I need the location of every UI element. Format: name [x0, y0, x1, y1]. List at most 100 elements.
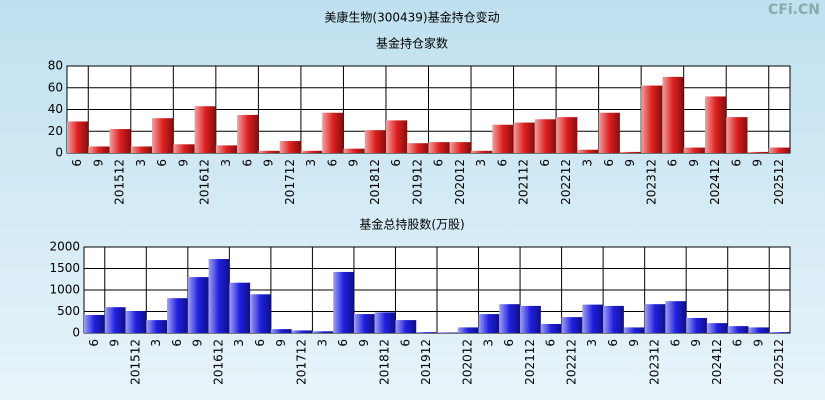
bar — [513, 122, 535, 153]
bar — [726, 117, 748, 153]
bar — [768, 147, 790, 153]
x-tick-label: 201912 — [410, 159, 424, 205]
x-tick-label: 9 — [751, 339, 765, 347]
y-tick-label: 0 — [55, 146, 63, 160]
chart-title: 基金总持股数(万股) — [359, 217, 464, 232]
x-tick-label: 9 — [687, 159, 701, 167]
x-tick-label: 9 — [623, 159, 637, 167]
x-tick-label: 202512 — [772, 159, 786, 205]
y-tick-label: 1000 — [49, 283, 80, 297]
bar — [322, 112, 344, 153]
bar — [279, 141, 301, 153]
x-tick-label: 9 — [357, 339, 371, 347]
x-tick-label: 6 — [729, 159, 743, 167]
bar — [603, 305, 624, 333]
bar — [67, 121, 89, 153]
bar — [291, 330, 313, 333]
x-tick-label: 3 — [232, 339, 246, 347]
x-tick-label: 3 — [315, 339, 329, 347]
x-tick-label: 202312 — [648, 339, 662, 385]
bar — [561, 317, 583, 333]
y-tick-label: 20 — [48, 124, 63, 138]
bar — [194, 106, 216, 153]
x-tick-label: 9 — [751, 159, 765, 167]
bar — [577, 149, 599, 153]
x-tick-label: 6 — [170, 339, 184, 347]
x-tick-label: 202112 — [523, 339, 537, 385]
x-tick-label: 6 — [666, 159, 680, 167]
x-tick-label: 3 — [304, 159, 318, 167]
x-tick-label: 202312 — [644, 159, 658, 205]
bar — [641, 85, 663, 153]
x-tick-label: 6 — [87, 339, 101, 347]
bar — [683, 147, 705, 153]
x-tick-label: 6 — [538, 159, 552, 167]
x-tick-label: 3 — [474, 159, 488, 167]
bar — [727, 326, 749, 333]
x-tick-label: 202012 — [461, 339, 475, 385]
bar — [769, 332, 790, 333]
x-tick-label: 201812 — [378, 339, 392, 385]
x-tick-label: 201512 — [128, 339, 142, 385]
x-tick-label: 202412 — [710, 339, 724, 385]
x-tick-label: 201712 — [295, 339, 309, 385]
x-tick-label: 201612 — [198, 159, 212, 205]
x-tick-label: 3 — [481, 339, 495, 347]
y-tick-label: 500 — [57, 304, 80, 318]
x-tick-label: 202012 — [453, 159, 467, 205]
bar — [619, 151, 642, 153]
bar — [109, 129, 131, 153]
bar — [250, 294, 271, 333]
x-tick-label: 9 — [689, 339, 703, 347]
bar — [747, 151, 769, 153]
bar — [416, 332, 437, 333]
bar — [353, 314, 375, 333]
x-tick-label: 202212 — [564, 339, 578, 385]
x-tick-label: 202412 — [708, 159, 722, 205]
bar — [215, 145, 238, 153]
bar — [270, 329, 292, 333]
bar — [229, 282, 251, 333]
x-tick-label: 6 — [502, 339, 516, 347]
x-tick-label: 6 — [544, 339, 558, 347]
bar — [385, 120, 408, 153]
x-tick-label: 6 — [325, 159, 339, 167]
y-tick-label: 2000 — [49, 240, 80, 254]
bar — [333, 271, 354, 333]
x-tick-label: 6 — [495, 159, 509, 167]
bar — [395, 320, 417, 333]
bar — [478, 314, 500, 333]
bar — [364, 130, 386, 153]
bar — [300, 150, 323, 153]
x-tick-label: 6 — [602, 159, 616, 167]
bar — [187, 277, 209, 333]
bar — [449, 142, 472, 153]
bar — [312, 331, 334, 333]
bar — [428, 142, 450, 153]
x-tick-label: 3 — [219, 159, 233, 167]
x-tick-label: 9 — [274, 339, 288, 347]
y-tick-label: 40 — [48, 102, 63, 116]
bar — [152, 118, 174, 153]
watermark: CFi.CN — [768, 2, 820, 18]
x-tick-label: 202112 — [517, 159, 531, 205]
x-tick-label: 202512 — [772, 339, 786, 385]
bar — [130, 146, 153, 153]
bar — [173, 144, 195, 153]
y-tick-label: 1500 — [49, 261, 80, 275]
bar — [125, 311, 147, 333]
x-tick-label: 6 — [70, 159, 84, 167]
x-tick-label: 9 — [191, 339, 205, 347]
bar — [748, 327, 770, 333]
bar — [258, 150, 280, 153]
x-tick-label: 201512 — [113, 159, 127, 205]
x-tick-label: 201812 — [368, 159, 382, 205]
x-tick-label: 201612 — [211, 339, 225, 385]
bar — [665, 301, 687, 333]
x-tick-label: 3 — [580, 159, 594, 167]
bar — [582, 304, 604, 333]
bar — [499, 304, 521, 333]
x-tick-label: 201912 — [419, 339, 433, 385]
x-tick-label: 6 — [606, 339, 620, 347]
